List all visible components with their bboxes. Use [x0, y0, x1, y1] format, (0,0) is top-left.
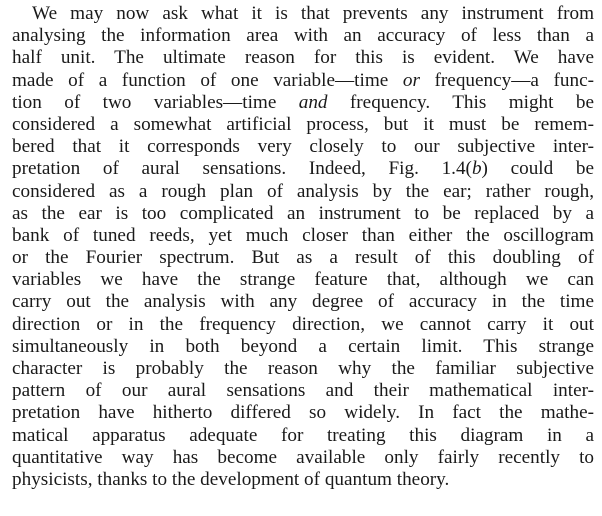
text-line: or the Fourier spectrum. But as a result… [12, 247, 594, 269]
emphasis: b [471, 158, 482, 180]
text-run: frequency—a func- [419, 69, 595, 91]
text-line: carry out the analysis with any degree o… [12, 291, 594, 313]
text-run: carry out the analysis with any degree o… [12, 291, 594, 313]
text-line: matical apparatus adequate for treating … [12, 425, 594, 447]
text-run: matical apparatus adequate for treating … [12, 424, 594, 446]
text-run: variables we have the strange feature th… [12, 269, 594, 291]
text-run: as the ear is too complicated an instrum… [12, 202, 594, 224]
text-line: half unit. The ultimate reason for this … [12, 47, 594, 69]
text-run: half unit. The ultimate reason for this … [12, 47, 594, 69]
text-run: We may now ask what it is that prevents … [32, 3, 594, 24]
text-line: pattern of our aural sensations and thei… [12, 380, 594, 402]
text-line: bank of tuned reeds, yet much closer tha… [12, 225, 594, 247]
text-line: variables we have the strange feature th… [12, 269, 594, 291]
text-line: as the ear is too complicated an instrum… [12, 203, 594, 225]
paragraph: We may now ask what it is that prevents … [12, 3, 594, 491]
text-line: made of a function of one variable—time … [12, 70, 594, 92]
text-line: tion of two variables—time and frequency… [12, 92, 594, 114]
text-run: physicists, thanks to the development of… [12, 468, 450, 490]
text-run: bered that it corresponds very closely t… [12, 136, 594, 158]
text-line: quantitative way has become available on… [12, 447, 594, 469]
text-run: pretation have hitherto differed so wide… [12, 402, 594, 424]
text-run: ) could be [481, 158, 594, 180]
text-line: analysing the information area with an a… [12, 25, 594, 47]
text-line: We may now ask what it is that prevents … [12, 3, 594, 25]
text-line: direction or in the frequency direction,… [12, 314, 594, 336]
text-run: considered as a rough plan of analysis b… [12, 180, 594, 202]
text-run: character is probably the reason why the… [12, 358, 594, 379]
text-line: pretation have hitherto differed so wide… [12, 402, 594, 424]
emphasis: or [402, 69, 420, 91]
text-run: made of a function of one variable—time [12, 69, 403, 91]
text-run: pretation of aural sensations. Indeed, F… [12, 158, 472, 180]
text-line: physicists, thanks to the development of… [12, 469, 594, 491]
text-line: pretation of aural sensations. Indeed, F… [12, 158, 594, 180]
text-run: simultaneously in both beyond a certain … [12, 335, 594, 357]
text-line: considered as a rough plan of analysis b… [12, 181, 594, 203]
text-run: or the Fourier spectrum. But as a result… [12, 247, 594, 269]
text-run: analysing the information area with an a… [12, 25, 594, 47]
text-line: considered a somewhat artificial process… [12, 114, 594, 136]
text-run: direction or in the frequency direction,… [12, 313, 594, 335]
text-line: character is probably the reason why the… [12, 358, 594, 380]
text-run: quantitative way has become available on… [12, 446, 594, 468]
text-run: considered a somewhat artificial process… [12, 113, 594, 135]
text-line: simultaneously in both beyond a certain … [12, 336, 594, 358]
text-run: tion of two variables—time [12, 91, 299, 113]
text-run: frequency. This might be [327, 91, 594, 113]
text-line: bered that it corresponds very closely t… [12, 136, 594, 158]
text-run: bank of tuned reeds, yet much closer tha… [12, 224, 594, 246]
emphasis: and [298, 91, 328, 113]
text-run: pattern of our aural sensations and thei… [12, 380, 594, 402]
